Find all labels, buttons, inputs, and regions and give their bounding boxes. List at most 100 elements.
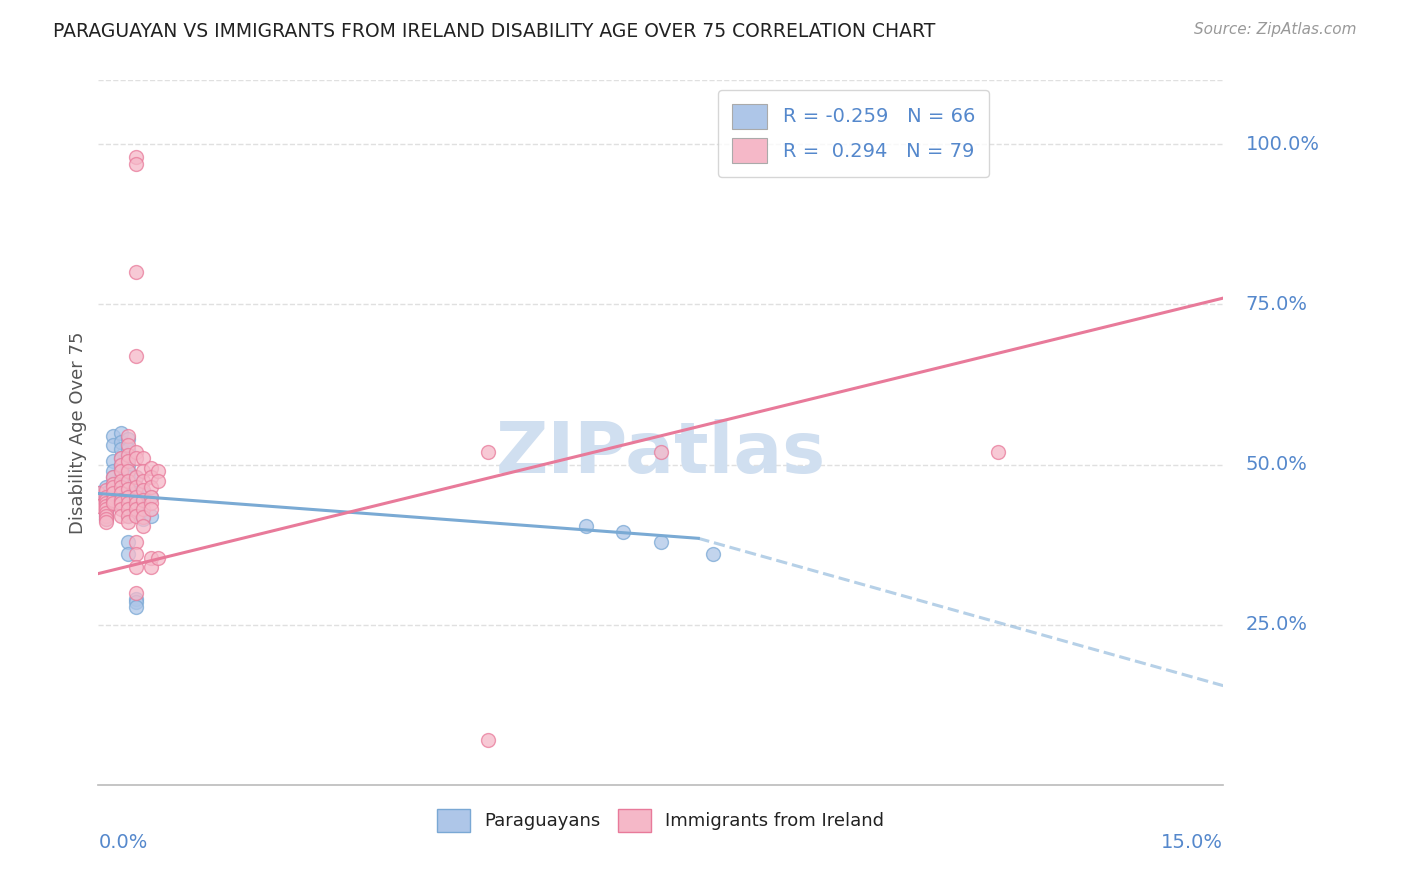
Point: [125, 534, 148, 549]
Point: [110, 458, 132, 472]
Point: [139, 550, 162, 565]
Point: [117, 547, 139, 561]
Point: [125, 470, 148, 484]
Point: [477, 733, 499, 747]
Point: [103, 486, 125, 500]
Point: [110, 474, 132, 488]
Point: [94, 483, 117, 498]
Point: [148, 550, 170, 565]
Point: [125, 502, 148, 516]
Text: PARAGUAYAN VS IMMIGRANTS FROM IRELAND DISABILITY AGE OVER 75 CORRELATION CHART: PARAGUAYAN VS IMMIGRANTS FROM IRELAND DI…: [53, 22, 936, 41]
Point: [94, 506, 117, 520]
Point: [94, 496, 117, 510]
Point: [103, 470, 125, 484]
Point: [103, 476, 125, 491]
Point: [125, 586, 148, 600]
Point: [87, 500, 110, 514]
Point: [110, 464, 132, 478]
Point: [132, 512, 155, 526]
Point: [117, 516, 139, 530]
Point: [125, 480, 148, 494]
Point: [125, 156, 148, 170]
Point: [103, 483, 125, 498]
Point: [94, 502, 117, 516]
Point: [87, 486, 110, 500]
Point: [117, 508, 139, 523]
Point: [103, 476, 125, 491]
Point: [987, 445, 1010, 459]
Point: [650, 445, 672, 459]
Point: [94, 496, 117, 510]
Point: [110, 490, 132, 504]
Point: [110, 496, 132, 510]
Point: [139, 560, 162, 574]
Point: [139, 496, 162, 510]
Point: [94, 492, 117, 507]
Point: [139, 490, 162, 504]
Point: [110, 508, 132, 523]
Point: [94, 508, 117, 523]
Point: [139, 508, 162, 523]
Point: [139, 480, 162, 494]
Point: [148, 464, 170, 478]
Point: [110, 480, 132, 494]
Point: [110, 470, 132, 484]
Point: [117, 534, 139, 549]
Point: [125, 492, 148, 507]
Text: 50.0%: 50.0%: [1246, 455, 1308, 475]
Point: [117, 508, 139, 523]
Point: [94, 516, 117, 530]
Point: [125, 470, 148, 484]
Point: [94, 500, 117, 514]
Point: [117, 438, 139, 452]
Point: [110, 435, 132, 450]
Point: [110, 458, 132, 472]
Point: [94, 502, 117, 516]
Point: [110, 451, 132, 466]
Point: [125, 486, 148, 500]
Point: [117, 486, 139, 500]
Y-axis label: Disability Age Over 75: Disability Age Over 75: [69, 331, 87, 534]
Text: 15.0%: 15.0%: [1161, 833, 1223, 852]
Point: [117, 490, 139, 504]
Point: [103, 470, 125, 484]
Point: [103, 464, 125, 478]
Text: 0.0%: 0.0%: [98, 833, 148, 852]
Point: [132, 492, 155, 507]
Text: ZIPatlas: ZIPatlas: [496, 419, 825, 488]
Point: [103, 480, 125, 494]
Point: [132, 518, 155, 533]
Point: [103, 429, 125, 443]
Point: [94, 490, 117, 504]
Point: [117, 464, 139, 478]
Point: [575, 518, 598, 533]
Point: [94, 492, 117, 507]
Point: [132, 492, 155, 507]
Point: [139, 461, 162, 475]
Text: 75.0%: 75.0%: [1246, 295, 1308, 314]
Point: [125, 150, 148, 164]
Point: [650, 534, 672, 549]
Legend: Paraguayans, Immigrants from Ireland: Paraguayans, Immigrants from Ireland: [430, 802, 891, 839]
Point: [132, 464, 155, 478]
Point: [117, 442, 139, 456]
Point: [110, 442, 132, 456]
Point: [132, 502, 155, 516]
Point: [110, 502, 132, 516]
Point: [117, 502, 139, 516]
Point: [612, 524, 634, 539]
Point: [125, 502, 148, 516]
Point: [94, 506, 117, 520]
Point: [94, 512, 117, 526]
Point: [125, 349, 148, 363]
Point: [110, 492, 132, 507]
Point: [139, 490, 162, 504]
Point: [117, 502, 139, 516]
Point: [117, 429, 139, 443]
Point: [103, 438, 125, 452]
Point: [94, 490, 117, 504]
Point: [132, 510, 155, 524]
Point: [702, 547, 724, 561]
Point: [103, 486, 125, 500]
Point: [117, 470, 139, 484]
